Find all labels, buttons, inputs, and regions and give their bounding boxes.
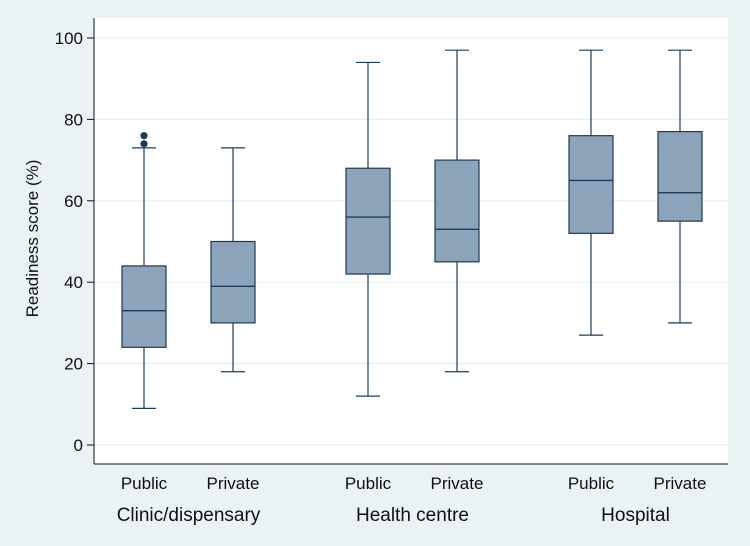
outlier-point <box>140 140 148 148</box>
box-clinic-dispensary-public <box>121 265 167 348</box>
box-label-clinic-dispensary-public: Public <box>121 474 168 493</box>
labels: 0 20 40 60 80 100 Readiness score (%) Public Pri… <box>23 29 706 526</box>
box-hospital-private <box>657 131 703 222</box>
box-hospital-public <box>568 135 614 234</box>
group-label-hospital: Hospital <box>601 505 670 526</box>
plot-area <box>94 18 728 464</box>
y-tick-label: 80 <box>64 110 83 129</box>
y-axis-title: Readiness score (%) <box>23 160 42 318</box>
box-label-clinic-dispensary-private: Private <box>207 474 260 493</box>
gridlines <box>94 37 728 446</box>
box-label-hospital-public: Public <box>568 474 615 493</box>
y-tick-label: 100 <box>55 29 83 48</box>
box-label-hospital-private: Private <box>654 474 707 493</box>
y-tick-label: 40 <box>64 273 83 292</box>
box-health-centre-private <box>434 159 480 263</box>
outlier-point <box>140 132 148 140</box>
box-label-health-centre-public: Public <box>345 474 392 493</box>
group-label-clinic-dispensary: Clinic/dispensary <box>117 505 261 526</box>
boxes <box>121 49 703 409</box>
axes <box>87 18 728 465</box>
box-label-health-centre-private: Private <box>431 474 484 493</box>
box-clinic-dispensary-private <box>210 240 256 324</box>
y-tick-label: 0 <box>74 436 83 455</box>
box-health-centre-public <box>345 167 391 275</box>
group-label-health-centre: Health centre <box>356 505 469 526</box>
y-tick-label: 20 <box>64 355 83 374</box>
y-tick-label: 60 <box>64 192 83 211</box>
